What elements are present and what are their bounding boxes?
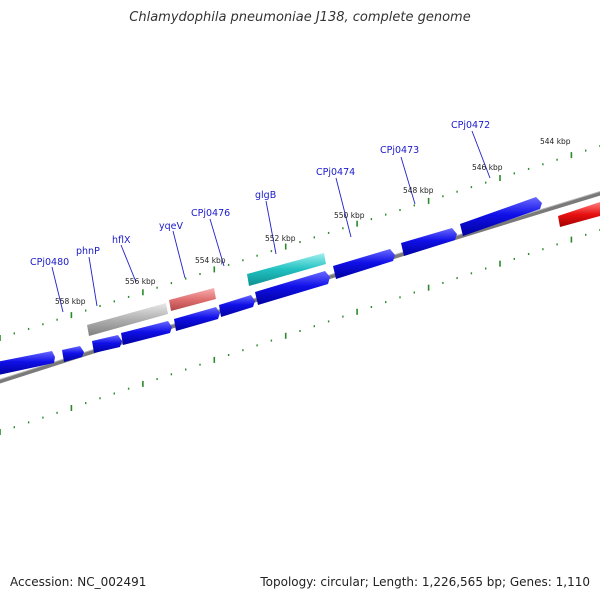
kbp-label: 548 kbp	[403, 186, 434, 195]
gene-arrow[interactable]	[255, 271, 330, 305]
gene-label: CPj0480	[30, 257, 69, 268]
gene-arrow[interactable]	[121, 321, 172, 345]
gene-label: yqeV	[159, 221, 183, 232]
gene-arrow[interactable]	[219, 295, 255, 317]
kbp-label: 554 kbp	[195, 256, 226, 265]
lower-tick-row	[0, 229, 600, 435]
kbp-label: 550 kbp	[334, 211, 365, 220]
gene-arrow[interactable]	[401, 228, 457, 256]
gene-block-grey[interactable]	[87, 303, 168, 336]
gene-arrow[interactable]	[92, 335, 122, 353]
gene-label: CPj0474	[316, 167, 355, 178]
gene-label: CPj0472	[451, 120, 490, 131]
gene-label: glgB	[255, 190, 276, 201]
gene-arrow[interactable]	[333, 249, 395, 279]
gene-label: hflX	[112, 235, 131, 246]
genome-summary-text: Topology: circular; Length: 1,226,565 bp…	[260, 575, 590, 589]
gene-block-pink[interactable]	[169, 288, 216, 311]
gene-label: CPj0476	[191, 208, 230, 219]
gene-label: CPj0473	[380, 145, 419, 156]
gene-arrow[interactable]	[558, 202, 600, 227]
kbp-label: 544 kbp	[540, 137, 571, 146]
gene-label: phnP	[76, 246, 100, 257]
kbp-label: 558 kbp	[55, 297, 86, 306]
kbp-label: 556 kbp	[125, 277, 156, 286]
kbp-label: 546 kbp	[472, 163, 503, 172]
gene-arrow[interactable]	[174, 307, 220, 331]
gene-arrow[interactable]	[460, 197, 542, 236]
gene-track	[0, 197, 600, 375]
gene-arrow[interactable]	[62, 346, 84, 362]
map-title: Chlamydophila pneumoniae J138, complete …	[129, 10, 471, 25]
kbp-label: 552 kbp	[265, 234, 296, 243]
gene-block-cyan[interactable]	[247, 253, 326, 286]
accession-text: Accession: NC_002491	[10, 575, 147, 589]
gene-arrow[interactable]	[0, 351, 55, 375]
upper-tick-row	[0, 145, 600, 341]
label-lines	[51, 130, 491, 313]
